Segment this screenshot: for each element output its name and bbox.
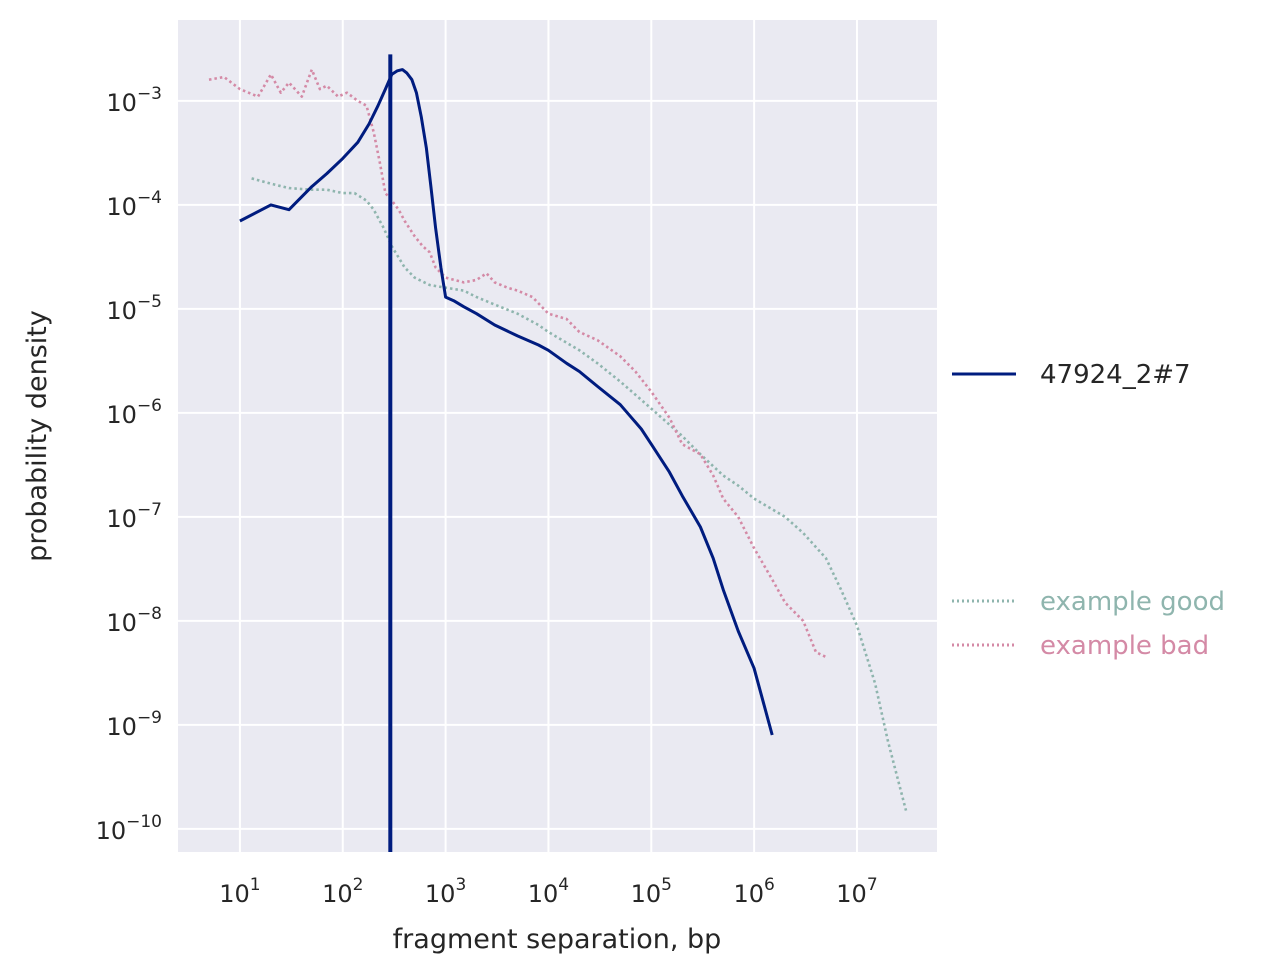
y-axis-label: probability density: [22, 310, 53, 562]
y-tick-exp: −3: [137, 84, 162, 104]
x-tick-label: 101: [219, 875, 260, 908]
y-tick-base: 10: [106, 401, 137, 429]
y-tick-base: 10: [106, 713, 137, 741]
y-tick-exp: −9: [137, 708, 162, 728]
series-line-good: [251, 177, 908, 811]
y-tick-label: 10−8: [106, 604, 162, 637]
series-line-main: [239, 68, 774, 736]
y-tick-base: 10: [106, 609, 137, 637]
x-tick-label: 104: [528, 875, 569, 908]
x-tick-exp: 4: [558, 875, 569, 895]
legend-bad-label: example bad: [1040, 631, 1209, 661]
x-tick-base: 10: [219, 880, 250, 908]
x-tick-exp: 6: [764, 875, 775, 895]
y-tick-label: 10−6: [106, 396, 162, 429]
series-line-bad: [208, 68, 827, 659]
y-tick-exp: −5: [137, 292, 162, 312]
x-tick-label: 105: [631, 875, 672, 908]
x-tick-exp: 1: [250, 875, 261, 895]
y-tick-exp: −10: [126, 812, 162, 832]
y-tick-base: 10: [106, 505, 137, 533]
x-tick-base: 10: [631, 880, 662, 908]
y-tick-exp: −7: [137, 500, 162, 520]
x-tick-label: 103: [425, 875, 466, 908]
x-axis-label: fragment separation, bp: [393, 924, 722, 955]
y-gridlines: [178, 99, 937, 830]
x-tick-exp: 3: [455, 875, 466, 895]
x-tick-base: 10: [322, 880, 353, 908]
y-tick-label: 10−7: [106, 500, 162, 533]
y-tick-label: 10−3: [106, 84, 162, 117]
legend-main-label: 47924_2#7: [1040, 360, 1191, 390]
x-tick-base: 10: [836, 880, 867, 908]
x-tick-label: 107: [836, 875, 877, 908]
y-tick-label: 10−10: [96, 812, 162, 845]
y-tick-exp: −8: [137, 604, 162, 624]
y-tick-exp: −6: [137, 396, 162, 416]
legend-main: 47924_2#7: [952, 360, 1191, 390]
x-tick-label: 102: [322, 875, 363, 908]
series-layer: [208, 54, 908, 852]
x-tick-labels: 101 102 103 104 105 106 107: [219, 875, 877, 908]
y-tick-base: 10: [106, 297, 137, 325]
plot-background: [178, 20, 937, 852]
y-tick-base: 10: [96, 817, 127, 845]
y-tick-base: 10: [106, 89, 137, 117]
x-tick-base: 10: [425, 880, 456, 908]
legend-good-label: example good: [1040, 587, 1225, 617]
x-tick-base: 10: [733, 880, 764, 908]
y-tick-label: 10−4: [106, 188, 162, 221]
x-tick-base: 10: [528, 880, 559, 908]
x-tick-exp: 7: [867, 875, 878, 895]
y-tick-label: 10−5: [106, 292, 162, 325]
x-tick-exp: 5: [661, 875, 672, 895]
y-tick-labels: 10−310−410−510−610−710−810−910−10: [96, 84, 162, 845]
y-tick-exp: −4: [137, 188, 162, 208]
y-tick-base: 10: [106, 193, 137, 221]
y-tick-label: 10−9: [106, 708, 162, 741]
legend-reference: example good example bad: [952, 587, 1225, 661]
x-tick-exp: 2: [353, 875, 364, 895]
x-tick-label: 106: [733, 875, 774, 908]
